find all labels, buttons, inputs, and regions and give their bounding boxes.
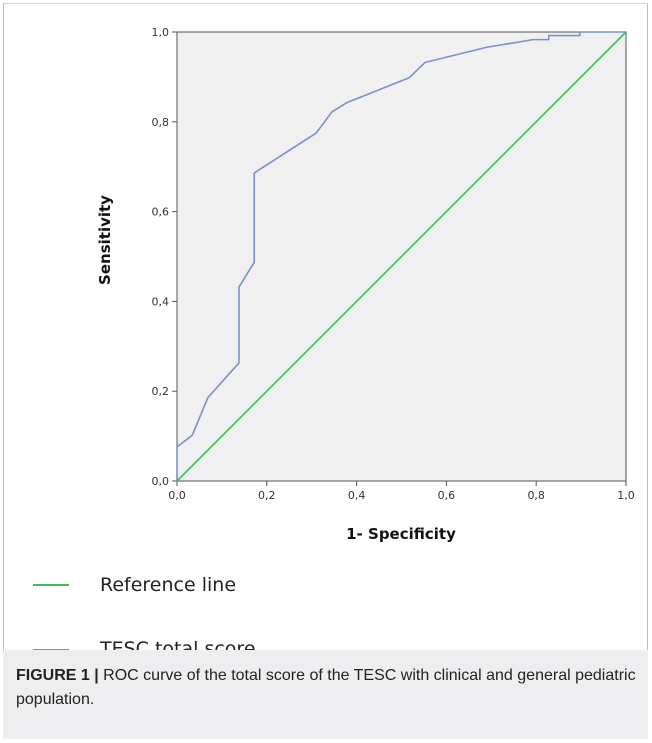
figure-frame [3, 3, 648, 739]
figure-label: FIGURE 1 | [16, 667, 99, 684]
figure-caption: FIGURE 1 | ROC curve of the total score … [16, 664, 636, 712]
y-tick-label: 0,6 [152, 206, 170, 219]
caption-text: ROC curve of the total score of the TESC… [16, 667, 636, 708]
series-line-tesc-total-score [176, 31, 626, 481]
x-tick-label: 0,4 [348, 489, 366, 502]
legend: Reference line TESC total score [33, 574, 256, 650]
caption-box [3, 650, 648, 739]
y-tick-label: 0,2 [152, 385, 170, 398]
x-tick-label: 1,0 [617, 489, 635, 502]
legend-label-tesc-total-score: TESC total score [99, 638, 256, 650]
y-tick-label: 0,8 [152, 116, 170, 129]
x-tick-label: 0,6 [438, 489, 456, 502]
x-tick-label: 0,8 [527, 489, 545, 502]
x-tick-label: 0,0 [168, 489, 186, 502]
legend-label-reference-line: Reference line [100, 574, 236, 596]
x-axis-title: 1- Specificity [346, 525, 456, 543]
series-group [176, 31, 627, 482]
y-tick-label: 0,4 [152, 295, 170, 308]
series-line-reference-line [176, 31, 627, 482]
y-axis-title: Sensitivity [96, 195, 114, 285]
roc-chart: 0,00,0 0,2 0,2 0,4 0,4 0,6 0,6 0,8 0,8 1,0 1,0 Sen… [33, 26, 635, 650]
y-tick-label: 0,0 [152, 475, 170, 488]
x-tick-label: 0,2 [258, 489, 276, 502]
y-tick-label: 1,0 [152, 26, 170, 39]
axis-ticks: 0,00,0 0,2 0,2 0,4 0,4 0,6 0,6 0,8 0,8 1,0 1,0 [152, 26, 635, 502]
